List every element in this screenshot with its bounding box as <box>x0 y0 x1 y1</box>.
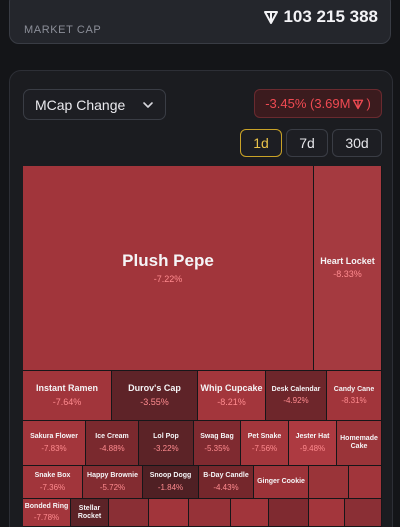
tile-change: -3.22% <box>153 443 179 453</box>
treemap-tile[interactable] <box>109 499 149 527</box>
market-cap-card: MARKET CAP 103 215 388 <box>9 0 391 44</box>
tile-change: -7.83% <box>41 443 67 453</box>
metric-dropdown[interactable]: MCap Change <box>23 89 166 120</box>
tile-change: -7.36% <box>39 482 66 492</box>
chevron-down-icon <box>143 102 153 108</box>
treemap-tile[interactable]: Swag Bag -5.35% <box>194 421 241 466</box>
tile-name: Heart Locket <box>320 255 375 266</box>
treemap-tile[interactable]: Pet Snake -7.56% <box>241 421 289 466</box>
tile-name: Bonded Ring <box>24 502 69 510</box>
treemap-tile[interactable] <box>269 499 309 527</box>
treemap-tile[interactable]: Sakura Flower -7.83% <box>23 421 86 466</box>
tile-name: Pet Snake <box>247 433 282 441</box>
treemap-tile[interactable] <box>345 499 382 527</box>
tile-name: Lol Pop <box>153 433 179 441</box>
tile-change: -7.78% <box>33 513 60 523</box>
period-button-7d[interactable]: 7d <box>286 129 328 157</box>
treemap-tile[interactable]: Instant Ramen -7.64% <box>23 371 112 421</box>
change-summary-close: ) <box>366 96 371 111</box>
tile-name: Ginger Cookie <box>257 478 305 486</box>
tile-name: Ice Cream <box>95 433 129 441</box>
treemap-tile[interactable] <box>309 499 345 527</box>
treemap-tile[interactable]: Ice Cream -4.88% <box>86 421 139 466</box>
treemap-tile[interactable] <box>349 466 382 499</box>
tile-name: Snoop Dogg <box>149 472 192 480</box>
tile-name: Sakura Flower <box>30 433 78 441</box>
change-summary-text: -3.45% (3.69M <box>265 96 351 111</box>
treemap-tile[interactable]: Lol Pop -3.22% <box>139 421 194 466</box>
treemap-tile[interactable]: Snake Box -7.36% <box>23 466 83 499</box>
ton-icon <box>264 11 279 24</box>
market-cap-value-wrap: 103 215 388 <box>263 7 378 27</box>
tile-name: Durov's Cap <box>128 383 181 394</box>
period-button-1d[interactable]: 1d <box>240 129 282 157</box>
tile-change: -7.56% <box>251 443 278 453</box>
treemap-tile[interactable]: Happy Brownie -5.72% <box>83 466 143 499</box>
tile-name: Candy Cane <box>333 385 375 393</box>
tile-name: Desk Calendar <box>271 385 321 393</box>
tile-name: Snake Box <box>34 472 71 480</box>
tile-change: -8.33% <box>333 269 362 280</box>
tile-change: -4.92% <box>283 396 309 406</box>
tile-name: Jester Hat <box>295 433 330 441</box>
treemap-tile[interactable]: Plush Pepe -7.22% <box>23 166 314 371</box>
tile-change: -5.72% <box>99 482 126 492</box>
change-summary-badge: -3.45% (3.69M ) <box>254 89 382 118</box>
ton-icon <box>353 99 364 109</box>
market-cap-value: 103 215 388 <box>283 7 378 26</box>
tile-name: Stellar Rocket <box>77 504 102 520</box>
tile-name: Whip Cupcake <box>200 383 263 394</box>
tile-change: -1.84% <box>157 482 184 492</box>
treemap-tile[interactable]: Ginger Cookie <box>254 466 309 499</box>
tile-name: B-Day Candle <box>203 472 249 480</box>
tile-name: Plush Pepe <box>122 251 214 271</box>
tile-change: -7.22% <box>153 273 183 284</box>
treemap-tile[interactable]: Snoop Dogg -1.84% <box>143 466 199 499</box>
tile-change: -7.64% <box>52 396 82 407</box>
tile-name: Instant Ramen <box>35 383 98 394</box>
metric-dropdown-label: MCap Change <box>35 96 126 113</box>
market-cap-label: MARKET CAP <box>24 24 102 36</box>
treemap: Plush Pepe -7.22% Heart Locket -8.33% In… <box>23 166 382 527</box>
tile-name: Happy Brownie <box>87 472 138 480</box>
tile-name: Homemade Cake <box>340 435 378 450</box>
tile-change: -4.88% <box>99 443 125 453</box>
period-selector: 1d 7d 30d <box>240 129 382 157</box>
treemap-tile[interactable]: Candy Cane -8.31% <box>327 371 382 421</box>
tile-name: Swag Bag <box>200 433 234 441</box>
treemap-tile[interactable]: Homemade Cake <box>337 421 382 466</box>
treemap-tile[interactable]: Stellar Rocket <box>71 499 109 527</box>
tile-change: -8.31% <box>341 396 367 406</box>
tile-change: -5.35% <box>204 443 230 453</box>
treemap-tile[interactable]: Durov's Cap -3.55% <box>112 371 198 421</box>
treemap-tile[interactable]: Desk Calendar -4.92% <box>266 371 327 421</box>
tile-change: -9.48% <box>299 443 326 453</box>
tile-change: -3.55% <box>140 396 169 407</box>
tile-change: -4.43% <box>213 482 239 492</box>
treemap-tile[interactable] <box>231 499 269 527</box>
tile-change: -8.21% <box>217 396 246 407</box>
treemap-tile[interactable] <box>149 499 189 527</box>
treemap-tile[interactable] <box>309 466 349 499</box>
treemap-tile[interactable] <box>189 499 231 527</box>
period-button-30d[interactable]: 30d <box>332 129 382 157</box>
treemap-tile[interactable]: Jester Hat -9.48% <box>289 421 337 466</box>
treemap-tile[interactable]: B-Day Candle -4.43% <box>199 466 254 499</box>
treemap-tile[interactable]: Whip Cupcake -8.21% <box>198 371 266 421</box>
treemap-tile[interactable]: Bonded Ring -7.78% <box>23 499 71 527</box>
treemap-tile[interactable]: Heart Locket -8.33% <box>314 166 382 371</box>
